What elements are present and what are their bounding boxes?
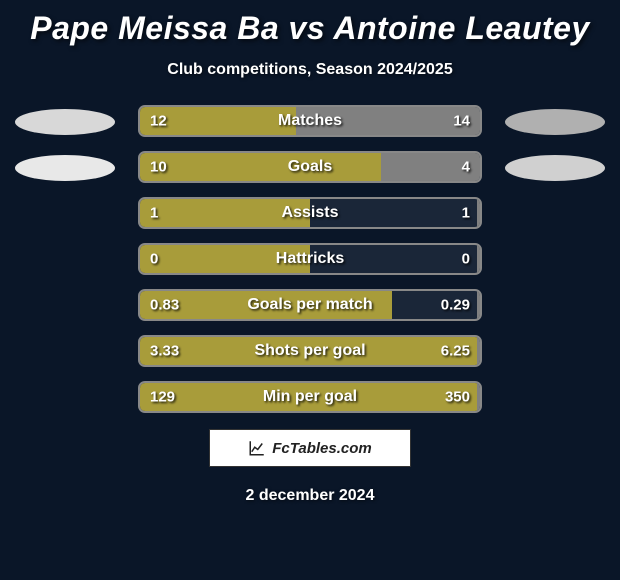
player1-bar bbox=[140, 153, 381, 181]
stat-label: Assists bbox=[282, 204, 339, 222]
player1-value: 3.33 bbox=[150, 343, 179, 360]
stat-row: Hattricks 0 0 bbox=[138, 243, 482, 275]
player2-value: 350 bbox=[445, 389, 470, 406]
player1-value: 0.83 bbox=[150, 297, 179, 314]
player1-value: 129 bbox=[150, 389, 175, 406]
comparison-title: Pape Meissa Ba vs Antoine Leautey bbox=[0, 0, 620, 47]
player2-bar bbox=[477, 291, 480, 319]
player-photo-placeholder bbox=[505, 155, 605, 181]
stat-label: Goals per match bbox=[247, 296, 372, 314]
player2-bar bbox=[477, 337, 480, 365]
player1-value: 10 bbox=[150, 159, 167, 176]
player1-value: 1 bbox=[150, 205, 158, 222]
watermark-label: FcTables.com bbox=[272, 440, 371, 457]
player-photo-placeholder bbox=[15, 109, 115, 135]
stat-row: Min per goal 129 350 bbox=[138, 381, 482, 413]
stat-row: Shots per goal 3.33 6.25 bbox=[138, 335, 482, 367]
player2-bar bbox=[477, 383, 480, 411]
player1-value: 0 bbox=[150, 251, 158, 268]
stats-bars: Matches 12 14 Goals 10 4 Assists 1 1 Hattricks 0 0 G… bbox=[120, 105, 500, 413]
player2-value: 1 bbox=[462, 205, 470, 222]
player2-bar bbox=[477, 199, 480, 227]
left-player-col bbox=[10, 105, 120, 181]
stat-label: Hattricks bbox=[276, 250, 344, 268]
comparison-subtitle: Club competitions, Season 2024/2025 bbox=[0, 61, 620, 79]
stat-row: Goals 10 4 bbox=[138, 151, 482, 183]
stat-label: Min per goal bbox=[263, 388, 357, 406]
player1-value: 12 bbox=[150, 113, 167, 130]
watermark-box: FcTables.com bbox=[209, 429, 411, 467]
comparison-content: Matches 12 14 Goals 10 4 Assists 1 1 Hattricks 0 0 G… bbox=[0, 105, 620, 413]
player-photo-placeholder bbox=[505, 109, 605, 135]
stat-label: Shots per goal bbox=[254, 342, 365, 360]
stat-label: Matches bbox=[278, 112, 342, 130]
player2-value: 0.29 bbox=[441, 297, 470, 314]
stat-label: Goals bbox=[288, 158, 332, 176]
player-photo-placeholder bbox=[15, 155, 115, 181]
stat-row: Goals per match 0.83 0.29 bbox=[138, 289, 482, 321]
player2-bar bbox=[477, 245, 480, 273]
stat-row: Matches 12 14 bbox=[138, 105, 482, 137]
player2-value: 4 bbox=[462, 159, 470, 176]
player2-value: 14 bbox=[453, 113, 470, 130]
comparison-date: 2 december 2024 bbox=[0, 487, 620, 505]
stat-row: Assists 1 1 bbox=[138, 197, 482, 229]
player2-value: 0 bbox=[462, 251, 470, 268]
player2-value: 6.25 bbox=[441, 343, 470, 360]
chart-icon bbox=[248, 439, 266, 457]
right-player-col bbox=[500, 105, 610, 181]
